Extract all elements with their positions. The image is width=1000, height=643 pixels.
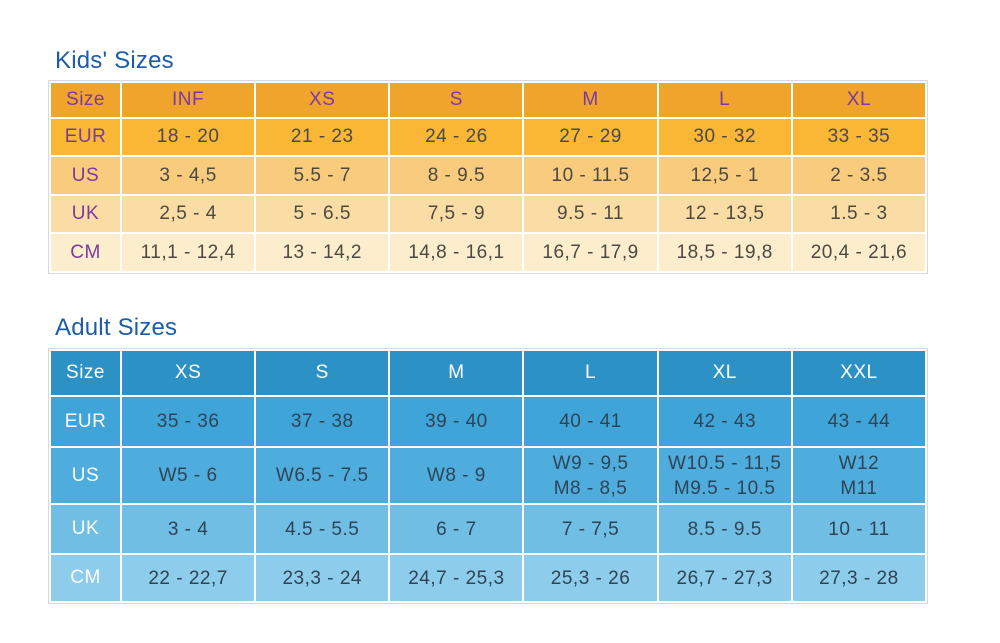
table-cell: 33 - 35 [790, 117, 928, 157]
kids-header-xs: XS [254, 81, 391, 119]
adult-sizes-title: Adult Sizes [55, 314, 178, 341]
table-cell: 22 - 22,7 [119, 553, 257, 603]
kids-header-s: S [388, 81, 525, 119]
table-cell: 4.5 - 5.5 [254, 503, 391, 555]
adult-row-us: US W5 - 6 W6.5 - 7.5 W8 - 9 W9 - 9,5 M8 … [49, 446, 928, 505]
table-cell: 35 - 36 [119, 395, 257, 448]
table-cell: 24 - 26 [388, 117, 525, 157]
adult-size-table: Size XS S M L XL XXL EUR 35 - 36 37 - 38… [49, 349, 928, 603]
kids-header-inf: INF [119, 81, 257, 119]
table-cell: 40 - 41 [522, 395, 659, 448]
table-cell: 9.5 - 11 [522, 194, 659, 234]
kids-row-us: US 3 - 4,5 5.5 - 7 8 - 9.5 10 - 11.5 12,… [49, 155, 928, 196]
adult-header-l: L [522, 349, 659, 397]
kids-row-label-us: US [49, 155, 122, 196]
table-cell: 11,1 - 12,4 [119, 232, 257, 273]
table-cell: 7,5 - 9 [388, 194, 525, 234]
adult-row-label-cm: CM [49, 553, 122, 603]
kids-header-row: Size INF XS S M L XL [49, 81, 928, 119]
table-cell: 20,4 - 21,6 [790, 232, 928, 273]
adult-header-size-label: Size [49, 349, 122, 397]
table-cell: 27,3 - 28 [790, 553, 928, 603]
adult-header-xxl: XXL [790, 349, 928, 397]
table-cell: W5 - 6 [119, 446, 257, 505]
kids-row-label-cm: CM [49, 232, 122, 273]
adult-row-label-us: US [49, 446, 122, 505]
table-cell: 3 - 4,5 [119, 155, 257, 196]
table-cell: 23,3 - 24 [254, 553, 391, 603]
adult-row-label-uk: UK [49, 503, 122, 555]
adult-header-xl: XL [656, 349, 793, 397]
adult-row-label-eur: EUR [49, 395, 122, 448]
kids-row-cm: CM 11,1 - 12,4 13 - 14,2 14,8 - 16,1 16,… [49, 232, 928, 273]
table-cell: 5.5 - 7 [254, 155, 391, 196]
table-cell: 8.5 - 9.5 [656, 503, 793, 555]
kids-row-eur: EUR 18 - 20 21 - 23 24 - 26 27 - 29 30 -… [49, 117, 928, 157]
kids-size-table: Size INF XS S M L XL EUR 18 - 20 21 - 23… [49, 81, 928, 273]
table-cell: 10 - 11 [790, 503, 928, 555]
kids-sizes-title: Kids' Sizes [55, 47, 174, 74]
kids-header-l: L [656, 81, 793, 119]
table-cell: 3 - 4 [119, 503, 257, 555]
adult-row-uk: UK 3 - 4 4.5 - 5.5 6 - 7 7 - 7,5 8.5 - 9… [49, 503, 928, 555]
adult-row-eur: EUR 35 - 36 37 - 38 39 - 40 40 - 41 42 -… [49, 395, 928, 448]
adult-size-table-wrap: Size XS S M L XL XXL EUR 35 - 36 37 - 38… [48, 348, 928, 604]
table-cell: 39 - 40 [388, 395, 525, 448]
table-cell: W12 M11 [790, 446, 928, 505]
table-cell: 2,5 - 4 [119, 194, 257, 234]
adult-header-row: Size XS S M L XL XXL [49, 349, 928, 397]
table-cell: 2 - 3.5 [790, 155, 928, 196]
table-cell: 8 - 9.5 [388, 155, 525, 196]
table-cell: 27 - 29 [522, 117, 659, 157]
table-cell: 26,7 - 27,3 [656, 553, 793, 603]
kids-header-xl: XL [790, 81, 928, 119]
table-cell: W8 - 9 [388, 446, 525, 505]
table-cell: 6 - 7 [388, 503, 525, 555]
table-cell: W6.5 - 7.5 [254, 446, 391, 505]
table-cell: 21 - 23 [254, 117, 391, 157]
kids-size-table-wrap: Size INF XS S M L XL EUR 18 - 20 21 - 23… [48, 80, 928, 274]
table-cell: 24,7 - 25,3 [388, 553, 525, 603]
table-cell: 5 - 6.5 [254, 194, 391, 234]
table-cell: 43 - 44 [790, 395, 928, 448]
kids-row-label-uk: UK [49, 194, 122, 234]
adult-header-m: M [388, 349, 525, 397]
table-cell: 30 - 32 [656, 117, 793, 157]
table-cell: 7 - 7,5 [522, 503, 659, 555]
table-cell: 1.5 - 3 [790, 194, 928, 234]
table-cell: 13 - 14,2 [254, 232, 391, 273]
table-cell: 14,8 - 16,1 [388, 232, 525, 273]
table-cell: 42 - 43 [656, 395, 793, 448]
table-cell: 16,7 - 17,9 [522, 232, 659, 273]
table-cell: 37 - 38 [254, 395, 391, 448]
adult-header-xs: XS [119, 349, 257, 397]
adult-header-s: S [254, 349, 391, 397]
table-cell: W10.5 - 11,5 M9.5 - 10.5 [656, 446, 793, 505]
table-cell: 12 - 13,5 [656, 194, 793, 234]
table-cell: 25,3 - 26 [522, 553, 659, 603]
table-cell: W9 - 9,5 M8 - 8,5 [522, 446, 659, 505]
kids-header-m: M [522, 81, 659, 119]
kids-row-uk: UK 2,5 - 4 5 - 6.5 7,5 - 9 9.5 - 11 12 -… [49, 194, 928, 234]
kids-header-size-label: Size [49, 81, 122, 119]
table-cell: 12,5 - 1 [656, 155, 793, 196]
kids-row-label-eur: EUR [49, 117, 122, 157]
table-cell: 18,5 - 19,8 [656, 232, 793, 273]
adult-row-cm: CM 22 - 22,7 23,3 - 24 24,7 - 25,3 25,3 … [49, 553, 928, 603]
table-cell: 18 - 20 [119, 117, 257, 157]
table-cell: 10 - 11.5 [522, 155, 659, 196]
